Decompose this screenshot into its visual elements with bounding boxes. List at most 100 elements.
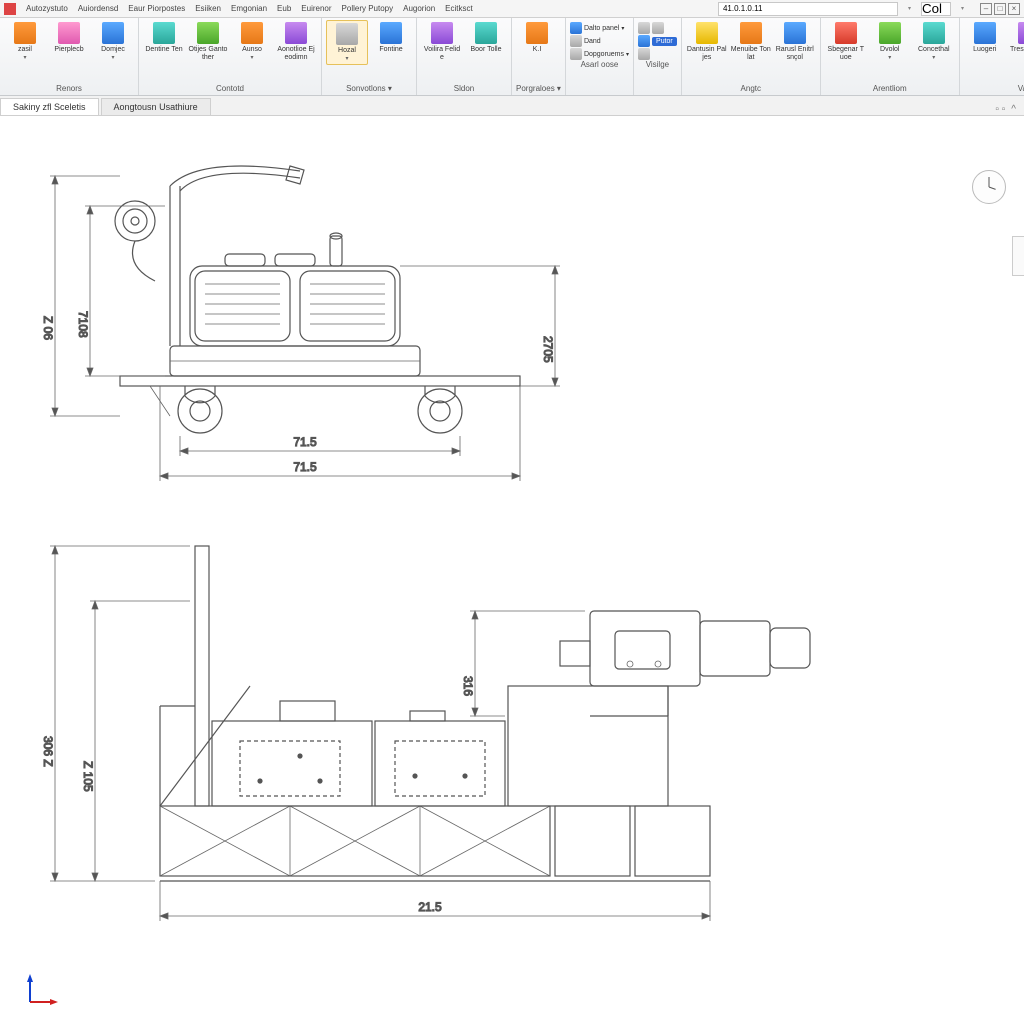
tool-icon xyxy=(696,22,718,44)
menu-item[interactable]: Eub xyxy=(277,4,291,13)
dimension-label: Z 06 xyxy=(41,316,55,340)
tool-icon xyxy=(197,22,219,44)
ribbon-button[interactable]: Otijes Gantother xyxy=(187,20,229,64)
search-input[interactable] xyxy=(718,2,898,16)
ribbon-group-label: Contotd xyxy=(143,84,317,95)
ribbon-button[interactable]: Aonotlioe Ejeodimn xyxy=(275,20,317,64)
menu-item[interactable]: Emgonian xyxy=(231,4,267,13)
ribbon-button[interactable]: Pierplecb xyxy=(48,20,90,56)
ribbon-stack-item[interactable] xyxy=(638,22,677,34)
menu-item[interactable]: Euirenor xyxy=(301,4,331,13)
ribbon-button[interactable]: Dantusin Paljes xyxy=(686,20,728,64)
tool-icon xyxy=(102,22,124,44)
ribbon-group-label: Vadve xyxy=(964,84,1024,95)
tool-icon xyxy=(879,22,901,44)
tool-icon xyxy=(526,22,548,44)
ribbon-group-visilge: Putor Visilge xyxy=(634,18,682,95)
tool-icon xyxy=(475,22,497,44)
view-icon xyxy=(638,48,650,60)
menu-item[interactable]: Augorion xyxy=(403,4,435,13)
maximize-button[interactable]: □ xyxy=(994,3,1006,15)
menu-item[interactable]: Eaur Piorpostes xyxy=(128,4,185,13)
ribbon-button[interactable]: Voilira Felide xyxy=(421,20,463,64)
menu-item[interactable]: Auiordensd xyxy=(78,4,118,13)
ribbon-group-porgraloes: K.I Porgraloes ▾ xyxy=(512,18,566,95)
ribbon-button[interactable]: Boor Tolle xyxy=(465,20,507,56)
close-button[interactable]: × xyxy=(1008,3,1020,15)
drawing-canvas[interactable]: Z 06 7108 71.5 71.5 2705 xyxy=(0,116,1024,1024)
dimension-label: 2705 xyxy=(541,336,555,363)
panel-icon xyxy=(570,22,582,34)
tool-icon xyxy=(740,22,762,44)
clock-widget-icon[interactable] xyxy=(972,170,1006,204)
ribbon-button[interactable]: Concethal▾ xyxy=(913,20,955,63)
side-panel-tab[interactable] xyxy=(1012,236,1024,276)
tool-icon xyxy=(784,22,806,44)
ribbon-button[interactable]: Fontine xyxy=(370,20,412,56)
ribbon-group-label: Arentliom xyxy=(825,84,955,95)
ribbon-stack-item[interactable] xyxy=(638,48,677,60)
tool-icon xyxy=(923,22,945,44)
cursor-icon xyxy=(336,23,358,45)
ribbon-button[interactable]: Dvolol▾ xyxy=(869,20,911,63)
dimension-label: Z 105 xyxy=(81,761,95,792)
view-icon xyxy=(638,22,650,34)
ribbon-group-label: Visilge xyxy=(638,60,677,71)
ribbon-button[interactable]: Domjec▾ xyxy=(92,20,134,63)
ribbon-group-label: Asarl oose xyxy=(570,60,629,71)
ribbon-group-vadve: Luogeri Tresenic Ca Vinplil Vadve xyxy=(960,18,1024,95)
panel-minimize-icon[interactable]: ▫ ▫ xyxy=(995,104,1005,115)
minimize-button[interactable]: – xyxy=(980,3,992,15)
window-controls: – □ × xyxy=(980,3,1020,15)
ribbon-stack-item[interactable]: Putor xyxy=(638,35,677,47)
dimension-label: 316 xyxy=(461,676,475,696)
ribbon-group-renors: zasil▾ Pierplecb Domjec▾ Renors xyxy=(0,18,139,95)
tool-icon xyxy=(285,22,307,44)
panel-icon xyxy=(570,48,582,60)
dimension-label: 71.5 xyxy=(293,460,317,474)
dimension-label: 71.5 xyxy=(293,435,317,449)
tool-icon xyxy=(1018,22,1024,44)
ribbon-toolbar: zasil▾ Pierplecb Domjec▾ Renors Dentine … xyxy=(0,18,1024,96)
dimension-label: 306 Z xyxy=(41,736,55,767)
ribbon-group-arentliom: Sbegenar Tuoe Dvolol▾ Concethal▾ Arentli… xyxy=(821,18,960,95)
ribbon-group-label: Angtc xyxy=(686,84,816,95)
menu-item[interactable]: Ecitksct xyxy=(445,4,473,13)
menu-item[interactable]: Autozystuto xyxy=(26,4,68,13)
tool-icon xyxy=(153,22,175,44)
ribbon-button[interactable]: K.I xyxy=(516,20,558,56)
ucs-axis-icon xyxy=(20,972,60,1012)
ribbon-stack-item[interactable]: Dand xyxy=(570,35,629,47)
document-tabs-bar: Sakiny zfl Sceletis Aongtousn Usathiure … xyxy=(0,96,1024,116)
tool-icon xyxy=(241,22,263,44)
ribbon-group-contotd: Dentine Ten Otijes Gantother Aunso▾ Aono… xyxy=(139,18,322,95)
ribbon-group-label: Renors xyxy=(4,84,134,95)
secondary-input[interactable] xyxy=(921,2,951,16)
ribbon-stack-item[interactable]: Dalto panel ▾ xyxy=(570,22,629,34)
menu-bar: Autozystuto Auiordensd Eaur Piorpostes E… xyxy=(0,0,1024,18)
tool-icon xyxy=(58,22,80,44)
ribbon-group-label: Sonvotlons ▾ xyxy=(326,84,412,95)
tool-icon xyxy=(835,22,857,44)
ribbon-button[interactable]: Luogeri xyxy=(964,20,1006,56)
menu-item[interactable]: Esiiken xyxy=(195,4,221,13)
ribbon-button[interactable]: Hozal▾ xyxy=(326,20,368,65)
ribbon-group-label: Sldon xyxy=(421,84,507,95)
ribbon-stack-item[interactable]: Dopgoruems ▾ xyxy=(570,48,629,60)
tool-icon xyxy=(974,22,996,44)
ribbon-button[interactable]: zasil▾ xyxy=(4,20,46,63)
ribbon-button[interactable]: Aunso▾ xyxy=(231,20,273,63)
dimension-label: 21.5 xyxy=(418,900,442,914)
ribbon-button[interactable]: Dentine Ten xyxy=(143,20,185,56)
document-tab[interactable]: Sakiny zfl Sceletis xyxy=(0,98,99,115)
panel-expand-icon[interactable]: ^ xyxy=(1011,104,1016,115)
tool-icon xyxy=(380,22,402,44)
ribbon-button[interactable]: Sbegenar Tuoe xyxy=(825,20,867,64)
panel-icon xyxy=(570,35,582,47)
ribbon-button[interactable]: Rarusl Enitrlsnçol xyxy=(774,20,816,64)
document-tab[interactable]: Aongtousn Usathiure xyxy=(101,98,211,115)
ribbon-button[interactable]: Menuibe Tonlat xyxy=(730,20,772,64)
ribbon-button[interactable]: Tresenic Ca xyxy=(1008,20,1024,56)
menu-item[interactable]: Pollery Putopy xyxy=(342,4,394,13)
ribbon-group-sldon: Voilira Felide Boor Tolle Sldon xyxy=(417,18,512,95)
